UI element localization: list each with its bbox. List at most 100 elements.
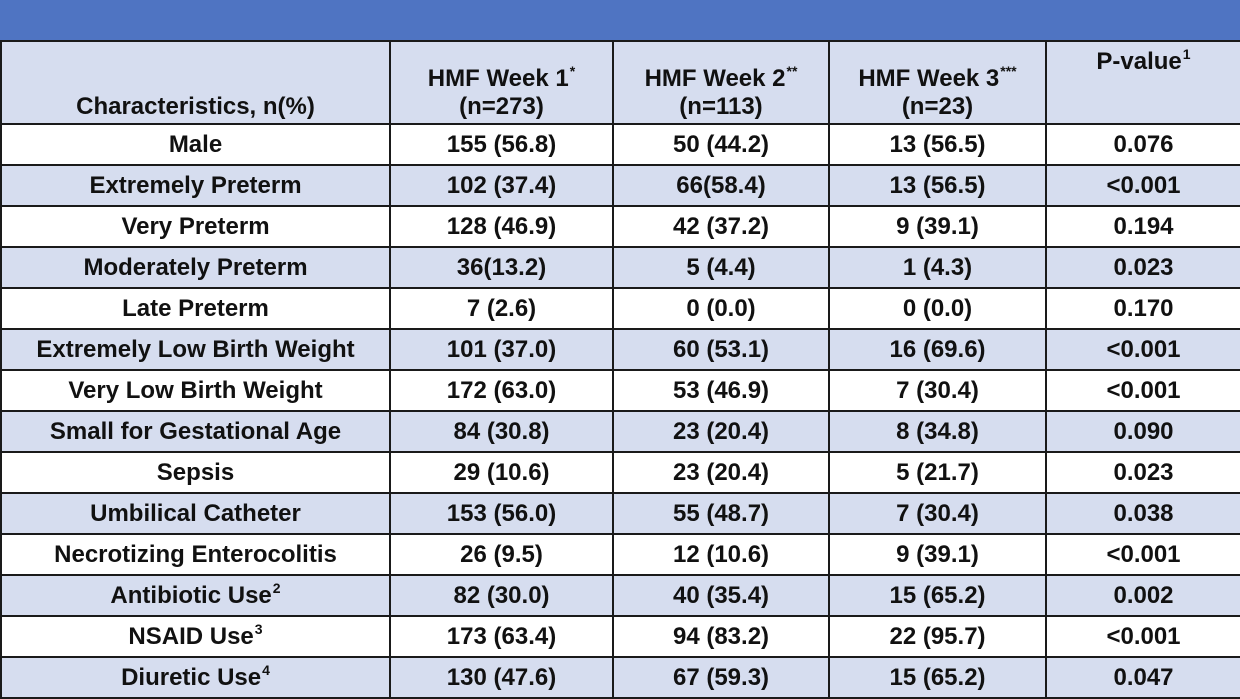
cell-week1: 128 (46.9) [389,205,614,248]
cell-week3: 7 (30.4) [828,492,1047,535]
cell-week2: 50 (44.2) [612,123,830,166]
header-characteristics-label: Characteristics, n(%) [76,93,315,120]
header-row: Characteristics, n(%) HMF Week 1* (n=273… [0,40,1240,125]
title-bar [0,0,1240,40]
cell-week3: 16 (69.6) [828,328,1047,371]
table-row: Diuretic Use4 130 (47.6) 67 (59.3) 15 (65.2… [0,656,1240,699]
table-row: Male 155 (56.8) 50 (44.2) 13 (56.5) 0.076 [0,123,1240,166]
table-row: Antibiotic Use2 82 (30.0) 40 (35.4) 15 (65.… [0,574,1240,617]
characteristic-label: NSAID Use [128,622,254,650]
cell-week1: 173 (63.4) [389,615,614,658]
cell-week1: 102 (37.4) [389,164,614,207]
table-row: NSAID Use3 173 (63.4) 94 (83.2) 22 (95.7) <0… [0,615,1240,658]
cell-week3: 9 (39.1) [828,205,1047,248]
cell-week1: 26 (9.5) [389,533,614,576]
table-row: Sepsis 29 (10.6) 23 (20.4) 5 (21.7) 0.023 [0,451,1240,494]
cell-pvalue: 0.194 [1045,205,1240,248]
cell-characteristic: Extremely Preterm [0,164,391,207]
cell-week3: 7 (30.4) [828,369,1047,412]
cell-characteristic: Antibiotic Use2 [0,574,391,617]
cell-pvalue: 0.047 [1045,656,1240,699]
characteristic-label: Male [168,130,223,158]
cell-characteristic: Very Preterm [0,205,391,248]
cell-week3: 9 (39.1) [828,533,1047,576]
cell-pvalue: <0.001 [1045,369,1240,412]
cell-pvalue: 0.023 [1045,451,1240,494]
header-week3-sup: *** [1000,63,1017,79]
cell-week1: 84 (30.8) [389,410,614,453]
cell-pvalue: <0.001 [1045,615,1240,658]
cell-week2: 60 (53.1) [612,328,830,371]
cell-pvalue: 0.023 [1045,246,1240,289]
table-row: Extremely Low Birth Weight 101 (37.0) 60 (… [0,328,1240,371]
header-week2-title: HMF Week 2** [614,63,828,93]
header-week3: HMF Week 3*** (n=23) [828,40,1047,125]
header-week1: HMF Week 1* (n=273) [389,40,614,125]
cell-week3: 13 (56.5) [828,164,1047,207]
cell-week2: 5 (4.4) [612,246,830,289]
cell-pvalue: <0.001 [1045,164,1240,207]
cell-week3: 8 (34.8) [828,410,1047,453]
table-row: Late Preterm 7 (2.6) 0 (0.0) 0 (0.0) 0.170 [0,287,1240,330]
characteristic-label: Diuretic Use [121,663,262,691]
cell-week1: 101 (37.0) [389,328,614,371]
cell-week3: 0 (0.0) [828,287,1047,330]
characteristic-label: Sepsis [156,458,235,486]
header-week3-title: HMF Week 3*** [830,63,1045,93]
header-week2-sup: ** [786,63,798,79]
cell-week2: 12 (10.6) [612,533,830,576]
cell-week2: 0 (0.0) [612,287,830,330]
header-week2-label: HMF Week 2 [644,65,786,92]
table-row: Extremely Preterm 102 (37.4) 66(58.4) 13 (5… [0,164,1240,207]
cell-pvalue: 0.076 [1045,123,1240,166]
characteristic-footnote: 4 [262,661,270,678]
cell-characteristic: Very Low Birth Weight [0,369,391,412]
cell-week3: 15 (65.2) [828,574,1047,617]
cell-characteristic: Necrotizing Enterocolitis [0,533,391,576]
table-row: Very Preterm 128 (46.9) 42 (37.2) 9 (39.1) 0… [0,205,1240,248]
cell-week2: 66(58.4) [612,164,830,207]
cell-characteristic: Diuretic Use4 [0,656,391,699]
cell-week1: 172 (63.0) [389,369,614,412]
cell-characteristic: Moderately Preterm [0,246,391,289]
table-row: Small for Gestational Age 84 (30.8) 23 (20… [0,410,1240,453]
header-week3-n: (n=23) [901,93,974,120]
cell-week2: 40 (35.4) [612,574,830,617]
header-characteristics: Characteristics, n(%) [0,40,391,125]
characteristic-label: Antibiotic Use [110,581,272,609]
characteristic-label: Necrotizing Enterocolitis [54,540,337,568]
cell-week1: 153 (56.0) [389,492,614,535]
table-row: Very Low Birth Weight 172 (63.0) 53 (46.9)… [0,369,1240,412]
characteristic-label: Umbilical Catheter [90,499,301,527]
cell-week3: 13 (56.5) [828,123,1047,166]
characteristic-label: Small for Gestational Age [49,417,342,445]
header-week2: HMF Week 2** (n=113) [612,40,830,125]
characteristic-label: Very Low Birth Weight [68,376,323,404]
cell-week1: 82 (30.0) [389,574,614,617]
cell-characteristic: NSAID Use3 [0,615,391,658]
table-row: Moderately Preterm 36(13.2) 5 (4.4) 1 (4.3)… [0,246,1240,289]
cell-pvalue: <0.001 [1045,328,1240,371]
cell-characteristic: Umbilical Catheter [0,492,391,535]
header-week1-sup: * [569,63,576,79]
cell-characteristic: Late Preterm [0,287,391,330]
table-row: Necrotizing Enterocolitis 26 (9.5) 12 (10.… [0,533,1240,576]
characteristic-label: Moderately Preterm [83,253,308,281]
cell-week2: 94 (83.2) [612,615,830,658]
cell-week2: 42 (37.2) [612,205,830,248]
cell-week2: 23 (20.4) [612,451,830,494]
characteristic-label: Extremely Low Birth Weight [36,335,355,363]
header-week3-label: HMF Week 3 [858,65,1000,92]
cell-characteristic: Small for Gestational Age [0,410,391,453]
cell-week1: 7 (2.6) [389,287,614,330]
cell-week1: 130 (47.6) [389,656,614,699]
header-pvalue-label: P-value [1096,48,1182,75]
characteristic-label: Extremely Preterm [89,171,302,199]
header-pvalue: P-value1 [1045,40,1240,125]
header-pvalue-sup: 1 [1182,46,1191,62]
cell-week3: 22 (95.7) [828,615,1047,658]
cell-pvalue: 0.038 [1045,492,1240,535]
table-row: Umbilical Catheter 153 (56.0) 55 (48.7) 7 (… [0,492,1240,535]
cell-week3: 1 (4.3) [828,246,1047,289]
cell-week3: 5 (21.7) [828,451,1047,494]
